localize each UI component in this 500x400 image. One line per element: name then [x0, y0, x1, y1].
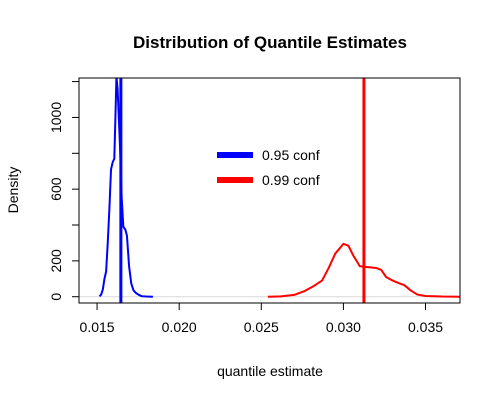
- y-tick-label: 200: [48, 249, 64, 273]
- legend-label-95: 0.95 conf: [262, 147, 320, 163]
- y-tick-label: 600: [48, 177, 64, 201]
- x-tick-label: 0.030: [326, 319, 361, 335]
- plot-frame: [78, 77, 461, 304]
- plot-area: 0.015 0.020 0.025 0.030 0.035 0 200 600 1000: [48, 77, 461, 335]
- x-tick-label: 0.015: [80, 319, 115, 335]
- x-tick-label: 0.020: [162, 319, 197, 335]
- y-tick-label: 1000: [48, 102, 64, 133]
- x-tick-label: 0.025: [244, 319, 279, 335]
- density-line-95: [98, 78, 153, 298]
- chart-title: Distribution of Quantile Estimates: [133, 33, 407, 52]
- y-tick-label: 0: [48, 293, 64, 301]
- y-axis-label: Density: [5, 167, 21, 214]
- x-axis-label: quantile estimate: [217, 363, 323, 379]
- legend-label-99: 0.99 conf: [262, 172, 320, 188]
- legend: 0.95 conf 0.99 conf: [217, 147, 320, 188]
- x-tick-label: 0.035: [408, 319, 443, 335]
